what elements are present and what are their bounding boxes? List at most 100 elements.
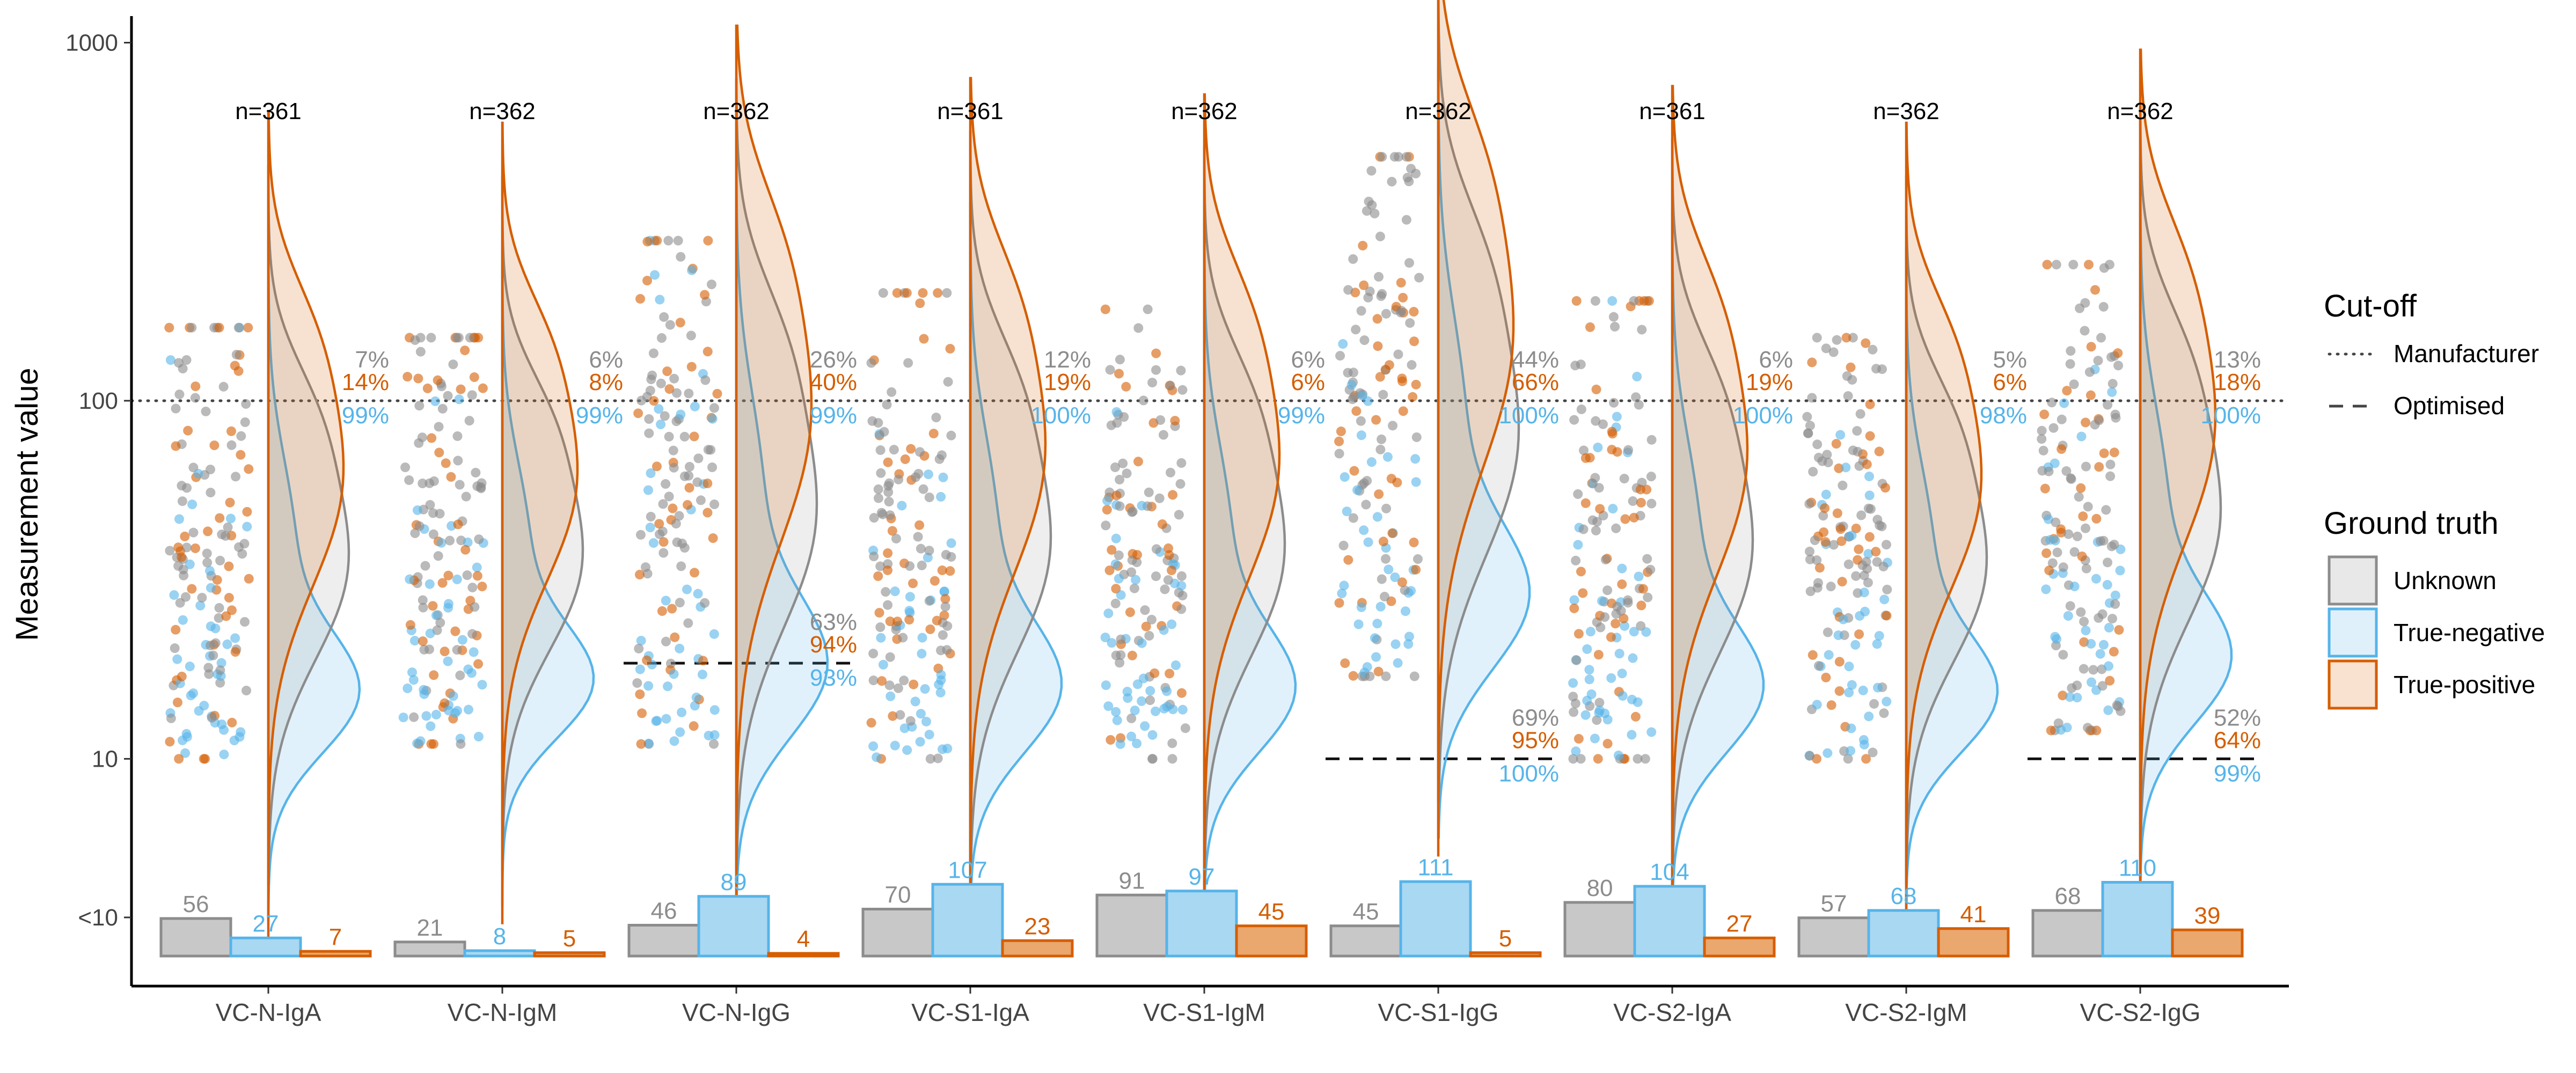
data-point-unknown xyxy=(1119,412,1129,422)
data-point-unknown xyxy=(1367,200,1377,210)
data-point-unknown xyxy=(1633,754,1643,764)
data-point-positive xyxy=(874,608,884,618)
data-point-unknown xyxy=(1400,585,1410,596)
density-positive xyxy=(735,24,813,924)
legend-truth-title: Ground truth xyxy=(2324,506,2499,541)
data-point-unknown xyxy=(924,546,934,556)
x-tick-label: VC-N-IgA xyxy=(216,998,321,1026)
data-point-negative xyxy=(402,684,413,694)
density-negative xyxy=(1671,210,1765,921)
data-point-unknown xyxy=(1380,554,1391,564)
data-point-negative xyxy=(1633,697,1643,707)
bar-value-positive: 4 xyxy=(797,926,810,952)
legend-swatch-positive xyxy=(2328,659,2378,710)
data-point-unknown xyxy=(873,484,883,494)
sample-size-label: n=361 xyxy=(235,98,302,124)
data-point-unknown xyxy=(671,519,681,529)
data-point-unknown xyxy=(1568,754,1578,764)
data-point-positive xyxy=(689,431,699,442)
data-point-negative xyxy=(868,741,879,751)
data-point-negative xyxy=(1114,574,1124,584)
data-point-positive xyxy=(1176,688,1187,698)
bar-value-unknown: 56 xyxy=(183,891,209,917)
data-point-unknown xyxy=(2093,356,2103,366)
data-point-unknown xyxy=(231,349,241,359)
data-point-unknown xyxy=(1138,395,1148,406)
data-point-unknown xyxy=(2107,614,2118,624)
data-point-positive xyxy=(1880,483,1891,493)
data-point-positive xyxy=(637,708,647,718)
density-unknown xyxy=(1671,138,1754,886)
data-point-negative xyxy=(876,633,886,643)
data-point-negative xyxy=(2050,535,2060,546)
data-point-unknown xyxy=(1158,430,1168,440)
data-point-positive xyxy=(433,375,443,385)
data-point-unknown xyxy=(648,348,658,358)
data-point-unknown xyxy=(917,560,927,570)
data-point-unknown xyxy=(202,557,213,568)
data-point-unknown xyxy=(177,496,187,506)
data-point-unknown xyxy=(656,333,667,343)
data-point-negative xyxy=(1850,640,1861,650)
density-unknown xyxy=(1905,175,1988,886)
data-point-negative xyxy=(1137,696,1147,706)
data-point-unknown xyxy=(1602,585,1613,596)
data-point-negative xyxy=(2076,431,2087,442)
data-point-positive xyxy=(2077,551,2087,561)
data-point-unknown xyxy=(467,583,478,593)
bar-value-unknown: 70 xyxy=(885,882,911,908)
bar-value-negative: 27 xyxy=(253,910,279,937)
bar-negative xyxy=(1633,885,1706,958)
optimised-pct-positive: 95% xyxy=(1512,727,1559,753)
data-point-unknown xyxy=(2061,466,2072,476)
data-point-negative xyxy=(1339,580,1349,591)
data-point-negative xyxy=(676,409,686,420)
data-point-unknown xyxy=(1812,555,1822,565)
data-point-unknown xyxy=(2083,502,2093,512)
data-point-unknown xyxy=(1393,152,1403,162)
data-point-negative xyxy=(920,684,930,694)
data-point-unknown xyxy=(1808,467,1818,477)
data-point-unknown xyxy=(2083,723,2093,733)
data-point-unknown xyxy=(1366,166,1377,176)
data-point-positive xyxy=(686,362,697,372)
data-point-unknown xyxy=(231,472,241,482)
data-point-positive xyxy=(1854,544,1864,554)
data-point-unknown xyxy=(1413,554,1423,564)
data-point-negative xyxy=(921,716,931,726)
data-point-unknown xyxy=(1151,544,1161,554)
data-point-unknown xyxy=(2099,263,2109,273)
optimised-pct-negative: 93% xyxy=(810,665,857,691)
data-point-unknown xyxy=(233,322,244,333)
data-point-unknown xyxy=(1852,426,1862,436)
data-point-positive xyxy=(708,533,718,543)
data-point-unknown xyxy=(2105,459,2116,469)
data-point-negative xyxy=(1111,707,1121,717)
data-point-positive xyxy=(888,711,898,721)
x-tick-label: VC-S2-IgA xyxy=(1613,998,1731,1026)
data-point-positive xyxy=(460,545,471,555)
bar-unknown xyxy=(1329,924,1402,958)
data-point-unknown xyxy=(1594,483,1604,493)
data-point-unknown xyxy=(1176,458,1187,468)
data-point-negative xyxy=(1411,477,1421,487)
data-point-negative xyxy=(412,505,422,515)
data-point-positive xyxy=(215,513,225,523)
optimised-pct-unknown: 63% xyxy=(810,609,857,635)
data-point-positive xyxy=(877,676,887,686)
data-point-positive xyxy=(1851,523,1861,533)
density-unknown xyxy=(501,175,584,871)
data-point-unknown xyxy=(2074,492,2084,502)
manufacturer-pct-positive: 6% xyxy=(1993,369,2027,395)
data-point-unknown xyxy=(203,663,214,673)
data-point-unknown xyxy=(1640,754,1650,764)
data-point-unknown xyxy=(181,542,192,553)
data-point-unknown xyxy=(868,649,879,659)
data-point-negative xyxy=(648,538,658,548)
data-point-positive xyxy=(1398,406,1408,416)
data-point-positive xyxy=(1386,474,1396,484)
data-point-unknown xyxy=(1387,177,1397,187)
data-point-unknown xyxy=(471,467,481,477)
data-point-positive xyxy=(1398,292,1408,303)
bar-value-positive: 39 xyxy=(2194,902,2221,929)
